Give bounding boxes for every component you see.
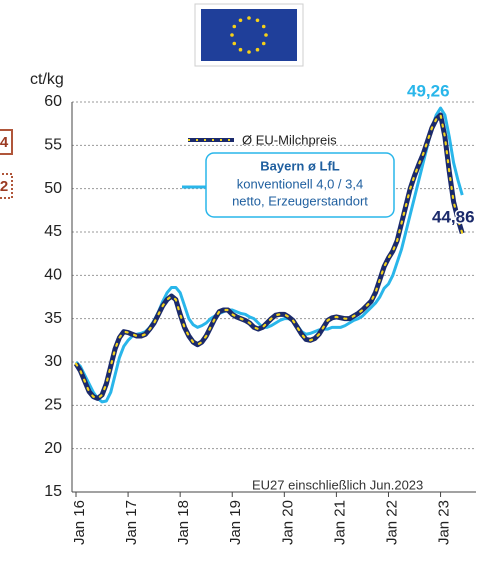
legend-note: netto, Erzeugerstandort (232, 193, 368, 208)
flag-star (261, 24, 266, 29)
legend-note: konventionell 4,0 / 3,4 (237, 176, 363, 191)
eu-flag (194, 3, 304, 67)
x-tick-label: Jan 17 (123, 500, 140, 545)
flag-star (255, 47, 260, 52)
annotation: 44,86 (432, 207, 475, 226)
annotation: EU27 einschließlich Jun.2023 (252, 477, 423, 492)
flag-star (247, 50, 251, 54)
flag-star (247, 16, 251, 20)
edge-label: 2 (0, 178, 8, 195)
y-tick-label: 25 (44, 397, 62, 414)
edge-box (0, 173, 13, 199)
edge-box (0, 129, 13, 155)
flag-star (255, 18, 260, 23)
x-tick-label: Jan 23 (436, 500, 453, 545)
legend-box (205, 152, 395, 218)
y-tick-label: 55 (44, 137, 62, 154)
y-axis-label: ct/kg (30, 71, 64, 88)
flag-star (264, 33, 268, 37)
y-tick-label: 15 (44, 483, 62, 500)
flag-star (232, 41, 237, 46)
x-tick-label: Jan 21 (331, 500, 348, 545)
edge-label: 4 (0, 134, 9, 151)
y-tick-label: 60 (44, 93, 62, 110)
y-tick-label: 50 (44, 180, 62, 197)
legend: Ø EU-Milchpreis Bayern ø LfL konventione… (182, 132, 395, 218)
flag-star (238, 18, 243, 23)
x-tick-label: Jan 22 (383, 500, 400, 545)
y-tick-label: 40 (44, 267, 62, 284)
y-tick-label: 45 (44, 223, 62, 240)
marks (73, 106, 465, 404)
y-tick-label: 35 (44, 310, 62, 327)
flag-star (232, 24, 237, 29)
annotation: 49,26 (407, 81, 450, 100)
legend-label: Ø EU-Milchpreis (242, 132, 337, 147)
flag-star (238, 47, 243, 52)
x-tick-label: Jan 19 (227, 500, 244, 545)
series-line (73, 112, 465, 401)
flag-star (261, 41, 266, 46)
legend-label: Bayern ø LfL (260, 158, 340, 173)
x-tick-label: Jan 20 (279, 500, 296, 545)
x-tick-label: Jan 16 (71, 500, 88, 545)
y-tick-label: 30 (44, 353, 62, 370)
y-tick-label: 20 (44, 440, 62, 457)
x-tick-label: Jan 18 (175, 500, 192, 545)
flag-star (230, 33, 234, 37)
